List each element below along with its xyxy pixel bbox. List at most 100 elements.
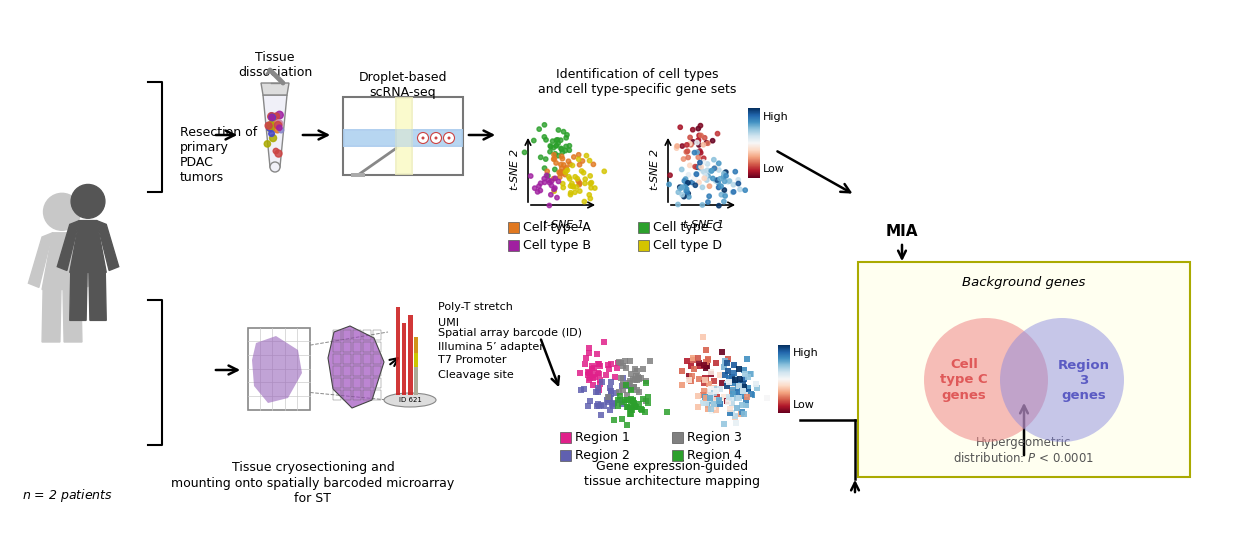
Bar xyxy=(611,400,616,406)
Bar xyxy=(639,222,649,233)
Circle shape xyxy=(681,157,686,161)
Bar xyxy=(353,354,361,364)
Circle shape xyxy=(444,133,455,143)
Bar xyxy=(636,376,642,382)
Circle shape xyxy=(722,171,727,175)
Circle shape xyxy=(548,144,553,149)
Circle shape xyxy=(568,190,573,195)
Circle shape xyxy=(277,125,281,131)
Polygon shape xyxy=(69,220,107,272)
Bar xyxy=(353,342,361,352)
Bar xyxy=(733,377,739,383)
Bar xyxy=(708,392,714,398)
Bar xyxy=(624,381,630,387)
Circle shape xyxy=(549,184,554,188)
Bar xyxy=(729,395,734,401)
Circle shape xyxy=(688,163,692,167)
Circle shape xyxy=(691,140,696,144)
Circle shape xyxy=(706,174,711,178)
Circle shape xyxy=(677,185,682,189)
Circle shape xyxy=(557,170,562,174)
Bar xyxy=(606,395,613,401)
Circle shape xyxy=(544,173,549,178)
Circle shape xyxy=(448,136,450,140)
Bar xyxy=(729,389,734,395)
Bar xyxy=(696,355,701,361)
Circle shape xyxy=(696,126,701,131)
Circle shape xyxy=(692,150,697,155)
Text: Cell
type C
genes: Cell type C genes xyxy=(940,358,988,401)
Circle shape xyxy=(680,185,684,189)
Bar xyxy=(619,401,625,408)
Bar xyxy=(343,390,351,400)
Circle shape xyxy=(546,173,551,178)
Circle shape xyxy=(564,167,568,172)
Bar xyxy=(722,394,727,400)
Circle shape xyxy=(687,195,691,199)
Bar xyxy=(725,374,732,380)
Bar xyxy=(334,354,341,364)
Circle shape xyxy=(577,152,580,157)
Circle shape xyxy=(554,160,558,165)
Bar xyxy=(712,401,717,407)
Circle shape xyxy=(684,190,689,194)
Bar xyxy=(635,374,641,380)
Circle shape xyxy=(549,179,554,184)
Bar xyxy=(634,368,640,373)
Bar xyxy=(715,399,722,404)
Circle shape xyxy=(557,128,560,132)
Text: $t$-SNE 2: $t$-SNE 2 xyxy=(649,149,660,192)
Circle shape xyxy=(542,177,547,181)
Circle shape xyxy=(717,185,720,190)
Bar xyxy=(764,395,770,401)
Bar xyxy=(672,432,683,443)
Bar xyxy=(596,403,603,409)
Circle shape xyxy=(269,114,275,121)
Circle shape xyxy=(560,150,564,155)
Bar xyxy=(363,366,371,376)
Circle shape xyxy=(275,111,283,119)
Polygon shape xyxy=(329,326,384,408)
Circle shape xyxy=(711,176,715,181)
Circle shape xyxy=(698,149,702,153)
Bar xyxy=(724,399,730,404)
Circle shape xyxy=(707,194,712,198)
Bar xyxy=(626,405,632,411)
Bar xyxy=(373,378,381,388)
Bar xyxy=(745,392,751,398)
Bar xyxy=(560,432,570,443)
Bar xyxy=(595,361,601,367)
Circle shape xyxy=(588,196,593,201)
Bar xyxy=(608,391,614,396)
Bar xyxy=(734,380,740,386)
Bar xyxy=(647,358,652,364)
Circle shape xyxy=(551,139,554,143)
Bar xyxy=(739,409,745,415)
Bar xyxy=(709,394,715,400)
Bar xyxy=(639,240,649,251)
Bar xyxy=(749,392,755,399)
Bar xyxy=(712,378,717,384)
Text: Low: Low xyxy=(763,164,785,174)
Bar xyxy=(343,342,351,352)
Circle shape xyxy=(707,184,712,188)
Bar xyxy=(343,330,351,340)
Bar xyxy=(735,380,742,387)
Text: ID 621: ID 621 xyxy=(398,397,422,403)
Bar xyxy=(672,450,683,461)
Bar xyxy=(629,371,634,377)
Circle shape xyxy=(275,120,283,127)
Bar xyxy=(630,385,636,391)
Circle shape xyxy=(562,129,565,134)
Circle shape xyxy=(542,180,547,185)
Bar xyxy=(585,371,591,378)
Circle shape xyxy=(701,143,706,147)
Circle shape xyxy=(522,150,527,155)
Bar xyxy=(724,383,730,389)
Circle shape xyxy=(556,154,560,158)
Circle shape xyxy=(684,143,689,147)
Circle shape xyxy=(684,189,688,193)
Bar xyxy=(729,410,734,416)
Circle shape xyxy=(536,190,539,194)
Circle shape xyxy=(706,168,709,172)
